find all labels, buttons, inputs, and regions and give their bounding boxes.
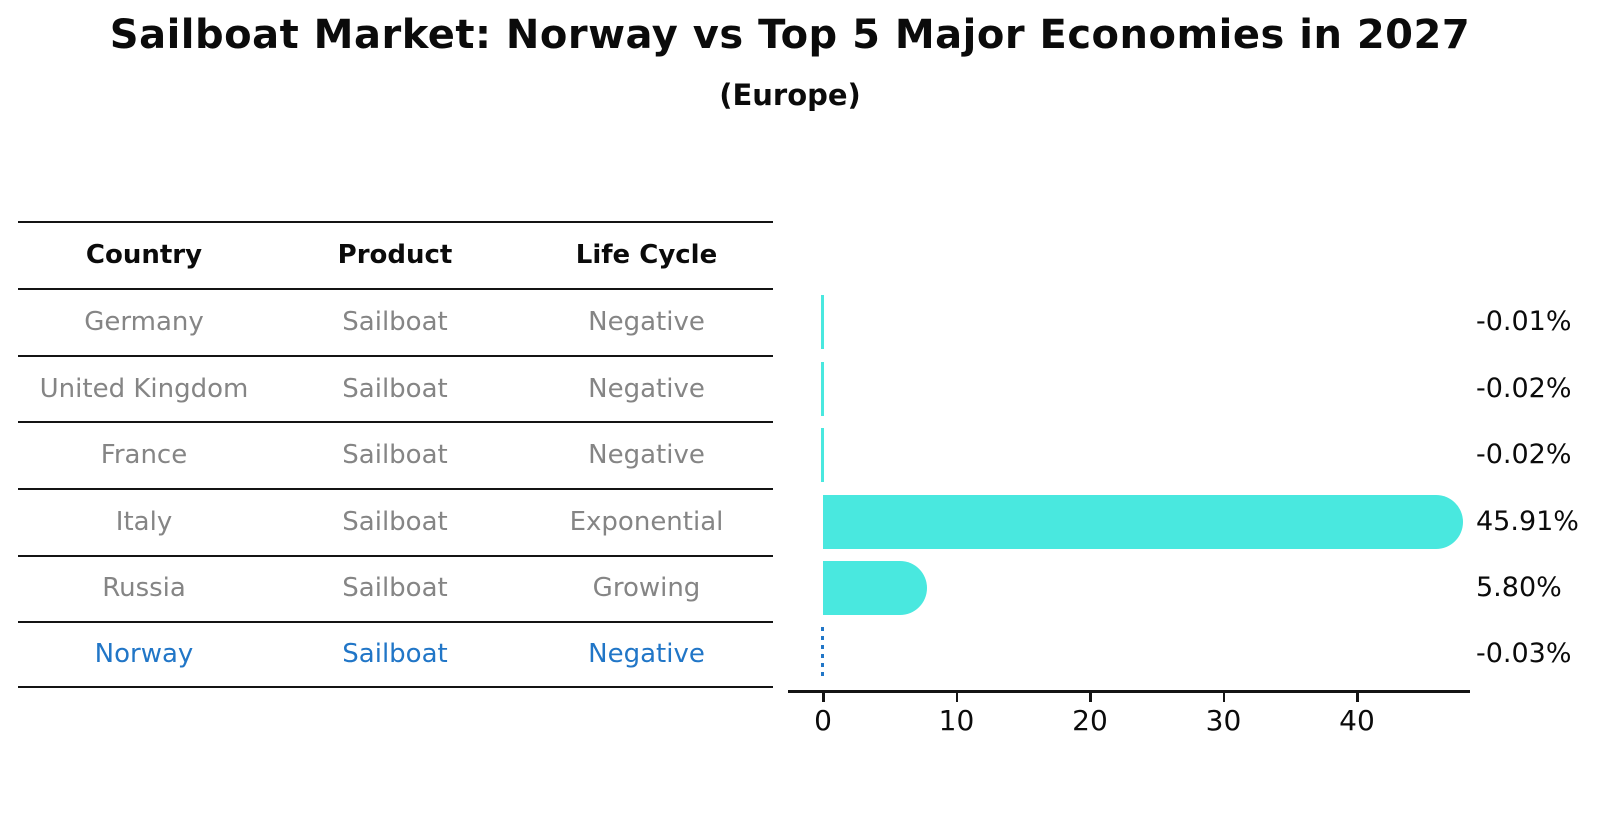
bar-united-kingdom xyxy=(821,362,824,416)
table-header-life-cycle: Life Cycle xyxy=(575,240,718,270)
table-line xyxy=(18,355,773,357)
x-axis-tick xyxy=(955,693,958,702)
x-axis-tick-label: 40 xyxy=(1339,704,1375,737)
bar-italy xyxy=(823,495,1463,549)
table-line xyxy=(18,288,773,290)
x-axis-line xyxy=(788,690,1470,693)
table-line xyxy=(18,488,773,490)
table-cell-country: Italy xyxy=(115,507,173,537)
table-cell-product: Sailboat xyxy=(342,507,448,537)
x-axis-tick-label: 30 xyxy=(1205,704,1242,737)
table-cell-product: Sailboat xyxy=(342,374,448,404)
chart-title: Sailboat Market: Norway vs Top 5 Major E… xyxy=(109,12,1471,58)
bar-norway xyxy=(821,627,824,681)
table-line xyxy=(18,421,773,423)
value-label: -0.03% xyxy=(1476,638,1572,669)
table-cell-country: Norway xyxy=(94,639,194,669)
x-axis-tick xyxy=(1089,693,1092,702)
table-cell-life-cycle: Negative xyxy=(588,307,705,337)
value-label: 5.80% xyxy=(1476,572,1562,603)
table-cell-life-cycle: Negative xyxy=(588,440,705,470)
x-axis-tick-label: 0 xyxy=(814,704,832,737)
value-label: -0.02% xyxy=(1476,373,1572,404)
value-label: 45.91% xyxy=(1476,506,1579,537)
table-cell-country: France xyxy=(100,440,188,470)
value-label: -0.01% xyxy=(1476,306,1572,337)
table-header-product: Product xyxy=(337,240,453,270)
table-cell-product: Sailboat xyxy=(342,573,448,603)
x-axis-tick xyxy=(1356,693,1359,702)
table-header-country: Country xyxy=(85,240,203,270)
table-cell-life-cycle: Growing xyxy=(592,573,701,603)
table-cell-product: Sailboat xyxy=(342,307,448,337)
table-line xyxy=(18,221,773,223)
bar-russia xyxy=(823,561,928,615)
x-axis-tick-label: 20 xyxy=(1072,704,1108,737)
bar-germany xyxy=(821,295,824,349)
table-line xyxy=(18,621,773,623)
x-axis-tick xyxy=(822,693,825,702)
table-cell-life-cycle: Negative xyxy=(588,374,705,404)
table-cell-country: United Kingdom xyxy=(39,374,249,404)
chart-subtitle: (Europe) xyxy=(719,78,861,112)
table-cell-life-cycle: Negative xyxy=(588,639,705,669)
table-cell-life-cycle: Exponential xyxy=(569,507,724,537)
table-cell-product: Sailboat xyxy=(342,639,448,669)
table-line xyxy=(18,686,773,688)
table-cell-country: Russia xyxy=(102,573,186,603)
bar-france xyxy=(821,428,824,482)
x-axis-tick-label: 10 xyxy=(938,704,975,737)
value-label: -0.02% xyxy=(1476,439,1572,470)
x-axis-tick xyxy=(1222,693,1225,702)
table-line xyxy=(18,555,773,557)
table-cell-product: Sailboat xyxy=(342,440,448,470)
table-cell-country: Germany xyxy=(84,307,204,337)
